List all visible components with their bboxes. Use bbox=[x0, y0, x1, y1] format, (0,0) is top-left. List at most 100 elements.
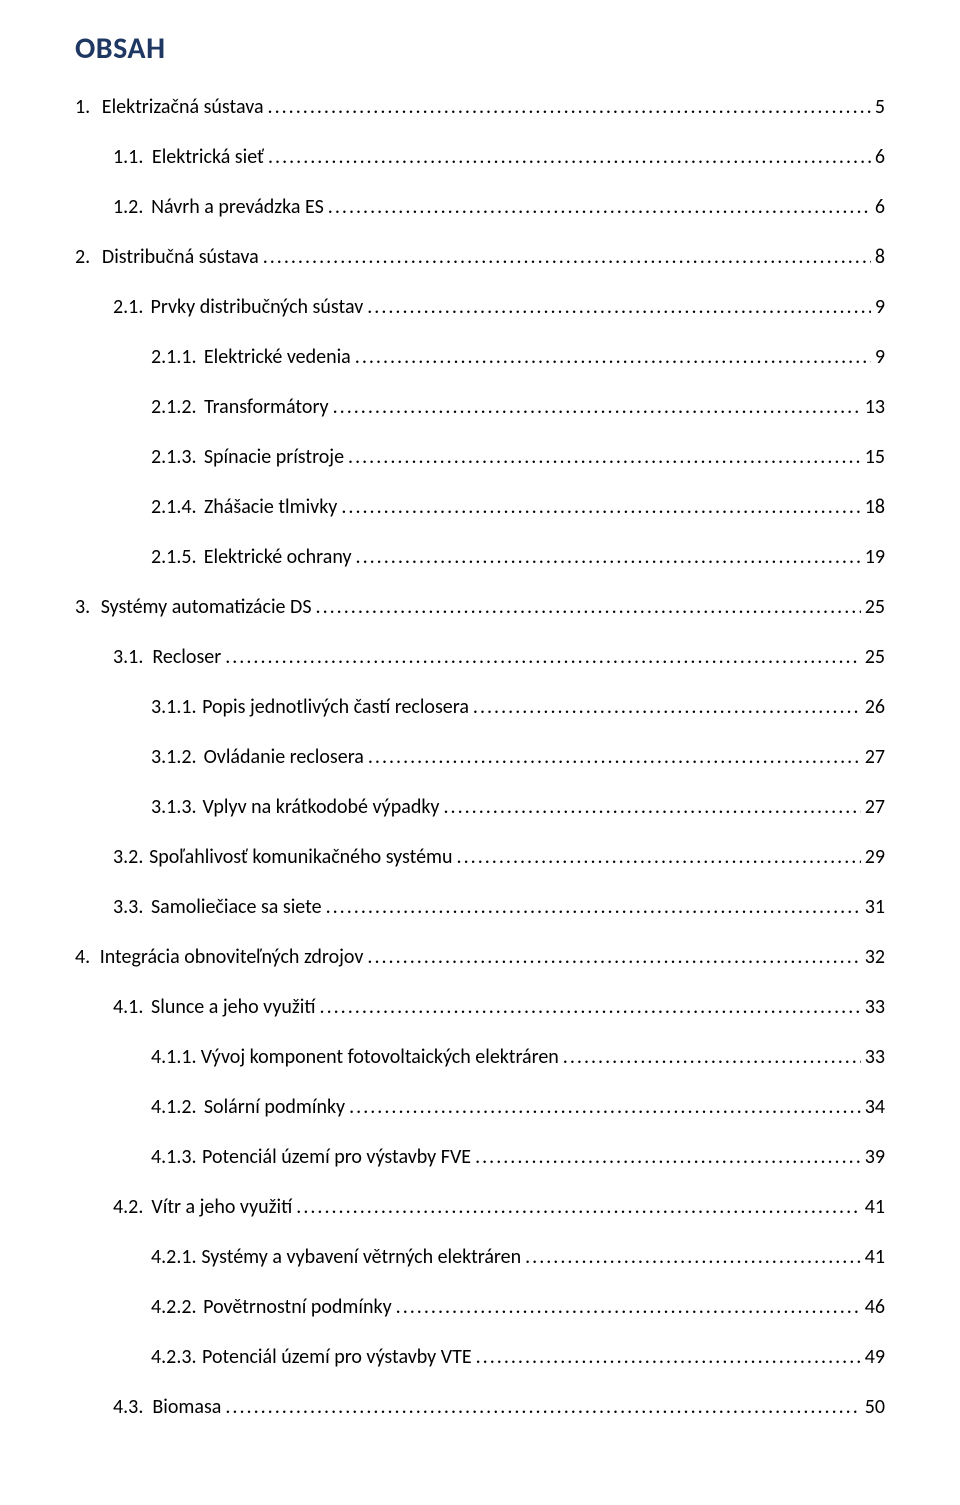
toc-number: 3.1.3. bbox=[151, 795, 197, 819]
toc-page-number: 41 bbox=[865, 1195, 885, 1219]
toc-label: Elektrizačná sústava bbox=[102, 95, 264, 119]
toc-label: Samoliečiace sa siete bbox=[151, 895, 322, 919]
toc-number: 1. bbox=[75, 95, 90, 119]
toc-leader-dots bbox=[348, 445, 861, 469]
toc-row: 4.1.Slunce a jeho využití33 bbox=[75, 995, 885, 1019]
toc-number: 4.1.3. bbox=[151, 1145, 197, 1169]
toc-leader-dots bbox=[349, 1095, 861, 1119]
toc-label: Vítr a jeho využití bbox=[151, 1195, 292, 1219]
toc-leader-dots bbox=[475, 1145, 861, 1169]
toc-page-number: 32 bbox=[865, 945, 885, 969]
toc-page-number: 6 bbox=[875, 145, 885, 169]
toc-label: Elektrická sieť bbox=[152, 145, 264, 169]
toc-number: 2.1.3. bbox=[151, 445, 197, 469]
toc-number: 3.1.2. bbox=[151, 745, 197, 769]
toc-label: Popis jednotlivých častí reclosera bbox=[202, 695, 469, 719]
toc-leader-dots bbox=[443, 795, 860, 819]
toc-number: 3.1.1. bbox=[151, 695, 197, 719]
toc-row: 2.1.4.Zhášacie tlmivky18 bbox=[75, 495, 885, 519]
toc-row: 4.1.1.Vývoj komponent fotovoltaických el… bbox=[75, 1045, 885, 1069]
toc-row: 1.2.Návrh a prevádzka ES6 bbox=[75, 195, 885, 219]
toc-page-number: 39 bbox=[865, 1145, 885, 1169]
toc-row: 2.1.2.Transformátory13 bbox=[75, 395, 885, 419]
toc-row: 2.1.5.Elektrické ochrany19 bbox=[75, 545, 885, 569]
toc-label: Ovládanie reclosera bbox=[204, 745, 364, 769]
toc-page-number: 6 bbox=[875, 195, 885, 219]
toc-label: Potenciál území pro výstavby FVE bbox=[202, 1145, 471, 1169]
toc-page-number: 15 bbox=[865, 445, 885, 469]
toc-page-number: 41 bbox=[865, 1245, 885, 1269]
toc-row: 3.3. Samoliečiace sa siete 31 bbox=[75, 895, 885, 919]
toc-label: Distribučná sústava bbox=[102, 245, 259, 269]
toc-label: Systémy a vybavení větrných elektráren bbox=[201, 1245, 521, 1269]
toc-number: 3.2. bbox=[113, 845, 143, 869]
toc-page-number: 29 bbox=[865, 845, 885, 869]
toc-row: 3.2.Spoľahlivosť komunikačného systému 29 bbox=[75, 845, 885, 869]
page-title: OBSAH bbox=[75, 30, 885, 67]
toc-number: 2.1.5. bbox=[151, 545, 197, 569]
toc-row: 3.1.3.Vplyv na krátkodobé výpadky 27 bbox=[75, 795, 885, 819]
toc-page-number: 33 bbox=[865, 995, 885, 1019]
toc-row: 4.2.1.Systémy a vybavení větrných elektr… bbox=[75, 1245, 885, 1269]
toc-number: 4. bbox=[75, 945, 90, 969]
toc-page-number: 31 bbox=[865, 895, 885, 919]
toc-page-number: 25 bbox=[865, 645, 885, 669]
toc-number: 4.3. bbox=[113, 1395, 143, 1419]
toc-row: 4.1.2. Solární podmínky 34 bbox=[75, 1095, 885, 1119]
toc-number: 1.1. bbox=[113, 145, 143, 169]
toc-label: Elektrické vedenia bbox=[204, 345, 351, 369]
toc-number: 3.3. bbox=[113, 895, 143, 919]
toc-page-number: 27 bbox=[865, 745, 885, 769]
toc-row: 3.1.1.Popis jednotlivých častí reclosera… bbox=[75, 695, 885, 719]
toc-page-number: 50 bbox=[865, 1395, 885, 1419]
toc-leader-dots bbox=[326, 895, 861, 919]
toc-number: 2.1.2. bbox=[151, 395, 197, 419]
toc-leader-dots bbox=[341, 495, 860, 519]
toc-leader-dots bbox=[268, 95, 871, 119]
toc-page-number: 27 bbox=[865, 795, 885, 819]
toc-label: Spoľahlivosť komunikačného systému bbox=[149, 845, 452, 869]
toc-leader-dots bbox=[457, 845, 861, 869]
toc-number: 4.1.2. bbox=[151, 1095, 197, 1119]
toc-number: 4.2.2. bbox=[151, 1295, 197, 1319]
toc-leader-dots bbox=[268, 145, 871, 169]
table-of-contents: 1.Elektrizačná sústava51.1.Elektrická si… bbox=[75, 95, 885, 1419]
toc-row: 4.2.Vítr a jeho využití41 bbox=[75, 1195, 885, 1219]
toc-leader-dots bbox=[225, 1395, 860, 1419]
toc-page-number: 18 bbox=[865, 495, 885, 519]
toc-page-number: 33 bbox=[865, 1045, 885, 1069]
toc-number: 2.1. bbox=[113, 295, 143, 319]
toc-row: 2.1.Prvky distribučných sústav9 bbox=[75, 295, 885, 319]
toc-label: Zhášacie tlmivky bbox=[204, 495, 337, 519]
toc-row: 3.Systémy automatizácie DS25 bbox=[75, 595, 885, 619]
toc-leader-dots bbox=[563, 1045, 861, 1069]
toc-page-number: 8 bbox=[875, 245, 885, 269]
toc-label: Vývoj komponent fotovoltaických elektrár… bbox=[201, 1045, 559, 1069]
toc-page-number: 25 bbox=[865, 595, 885, 619]
toc-row: 4.3.Biomasa50 bbox=[75, 1395, 885, 1419]
toc-leader-dots bbox=[333, 395, 861, 419]
toc-row: 2.Distribučná sústava8 bbox=[75, 245, 885, 269]
toc-label: Návrh a prevádzka ES bbox=[151, 195, 324, 219]
toc-leader-dots bbox=[320, 995, 861, 1019]
toc-label: Vplyv na krátkodobé výpadky bbox=[202, 795, 439, 819]
toc-leader-dots bbox=[355, 345, 871, 369]
toc-row: 4.Integrácia obnoviteľných zdrojov32 bbox=[75, 945, 885, 969]
toc-page-number: 9 bbox=[875, 345, 885, 369]
toc-page-number: 9 bbox=[875, 295, 885, 319]
toc-leader-dots bbox=[225, 645, 861, 669]
toc-leader-dots bbox=[367, 945, 860, 969]
toc-row: 3.1.2. Ovládanie reclosera 27 bbox=[75, 745, 885, 769]
toc-row: 4.2.2.Povětrnostní podmínky46 bbox=[75, 1295, 885, 1319]
toc-number: 4.2.1. bbox=[151, 1245, 197, 1269]
toc-number: 3. bbox=[75, 595, 90, 619]
toc-label: Spínacie prístroje bbox=[204, 445, 344, 469]
toc-page-number: 34 bbox=[865, 1095, 885, 1119]
toc-leader-dots bbox=[476, 1345, 861, 1369]
toc-label: Solární podmínky bbox=[204, 1095, 345, 1119]
toc-leader-dots bbox=[263, 245, 871, 269]
toc-number: 2.1.1. bbox=[151, 345, 197, 369]
toc-row: 2.1.3. Spínacie prístroje 15 bbox=[75, 445, 885, 469]
toc-row: 3.1.Recloser25 bbox=[75, 645, 885, 669]
toc-leader-dots bbox=[396, 1295, 861, 1319]
